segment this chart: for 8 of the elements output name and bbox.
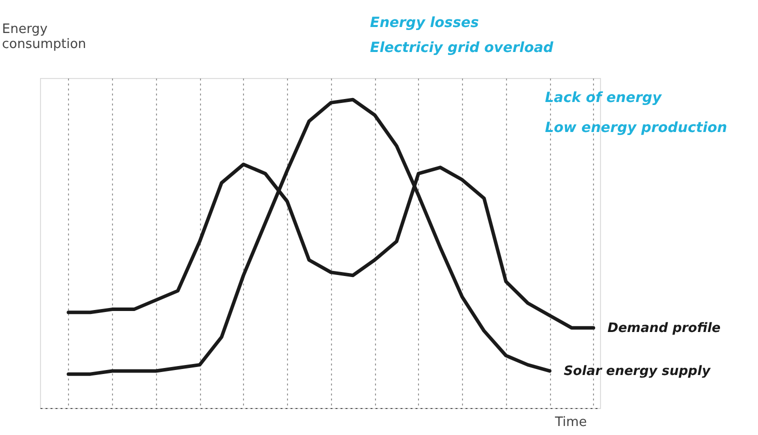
x-axis-title: Time <box>554 415 587 430</box>
y-axis-title: Energy consumption <box>2 22 86 52</box>
annotation: Lack of energy <box>545 90 662 106</box>
annotation: Low energy production <box>545 120 728 136</box>
series-label: Demand profile <box>607 320 721 336</box>
text: Energy losses <box>370 15 479 31</box>
series-label: Solar energy supply <box>564 364 711 379</box>
text: Electriciy grid overload <box>370 40 554 56</box>
